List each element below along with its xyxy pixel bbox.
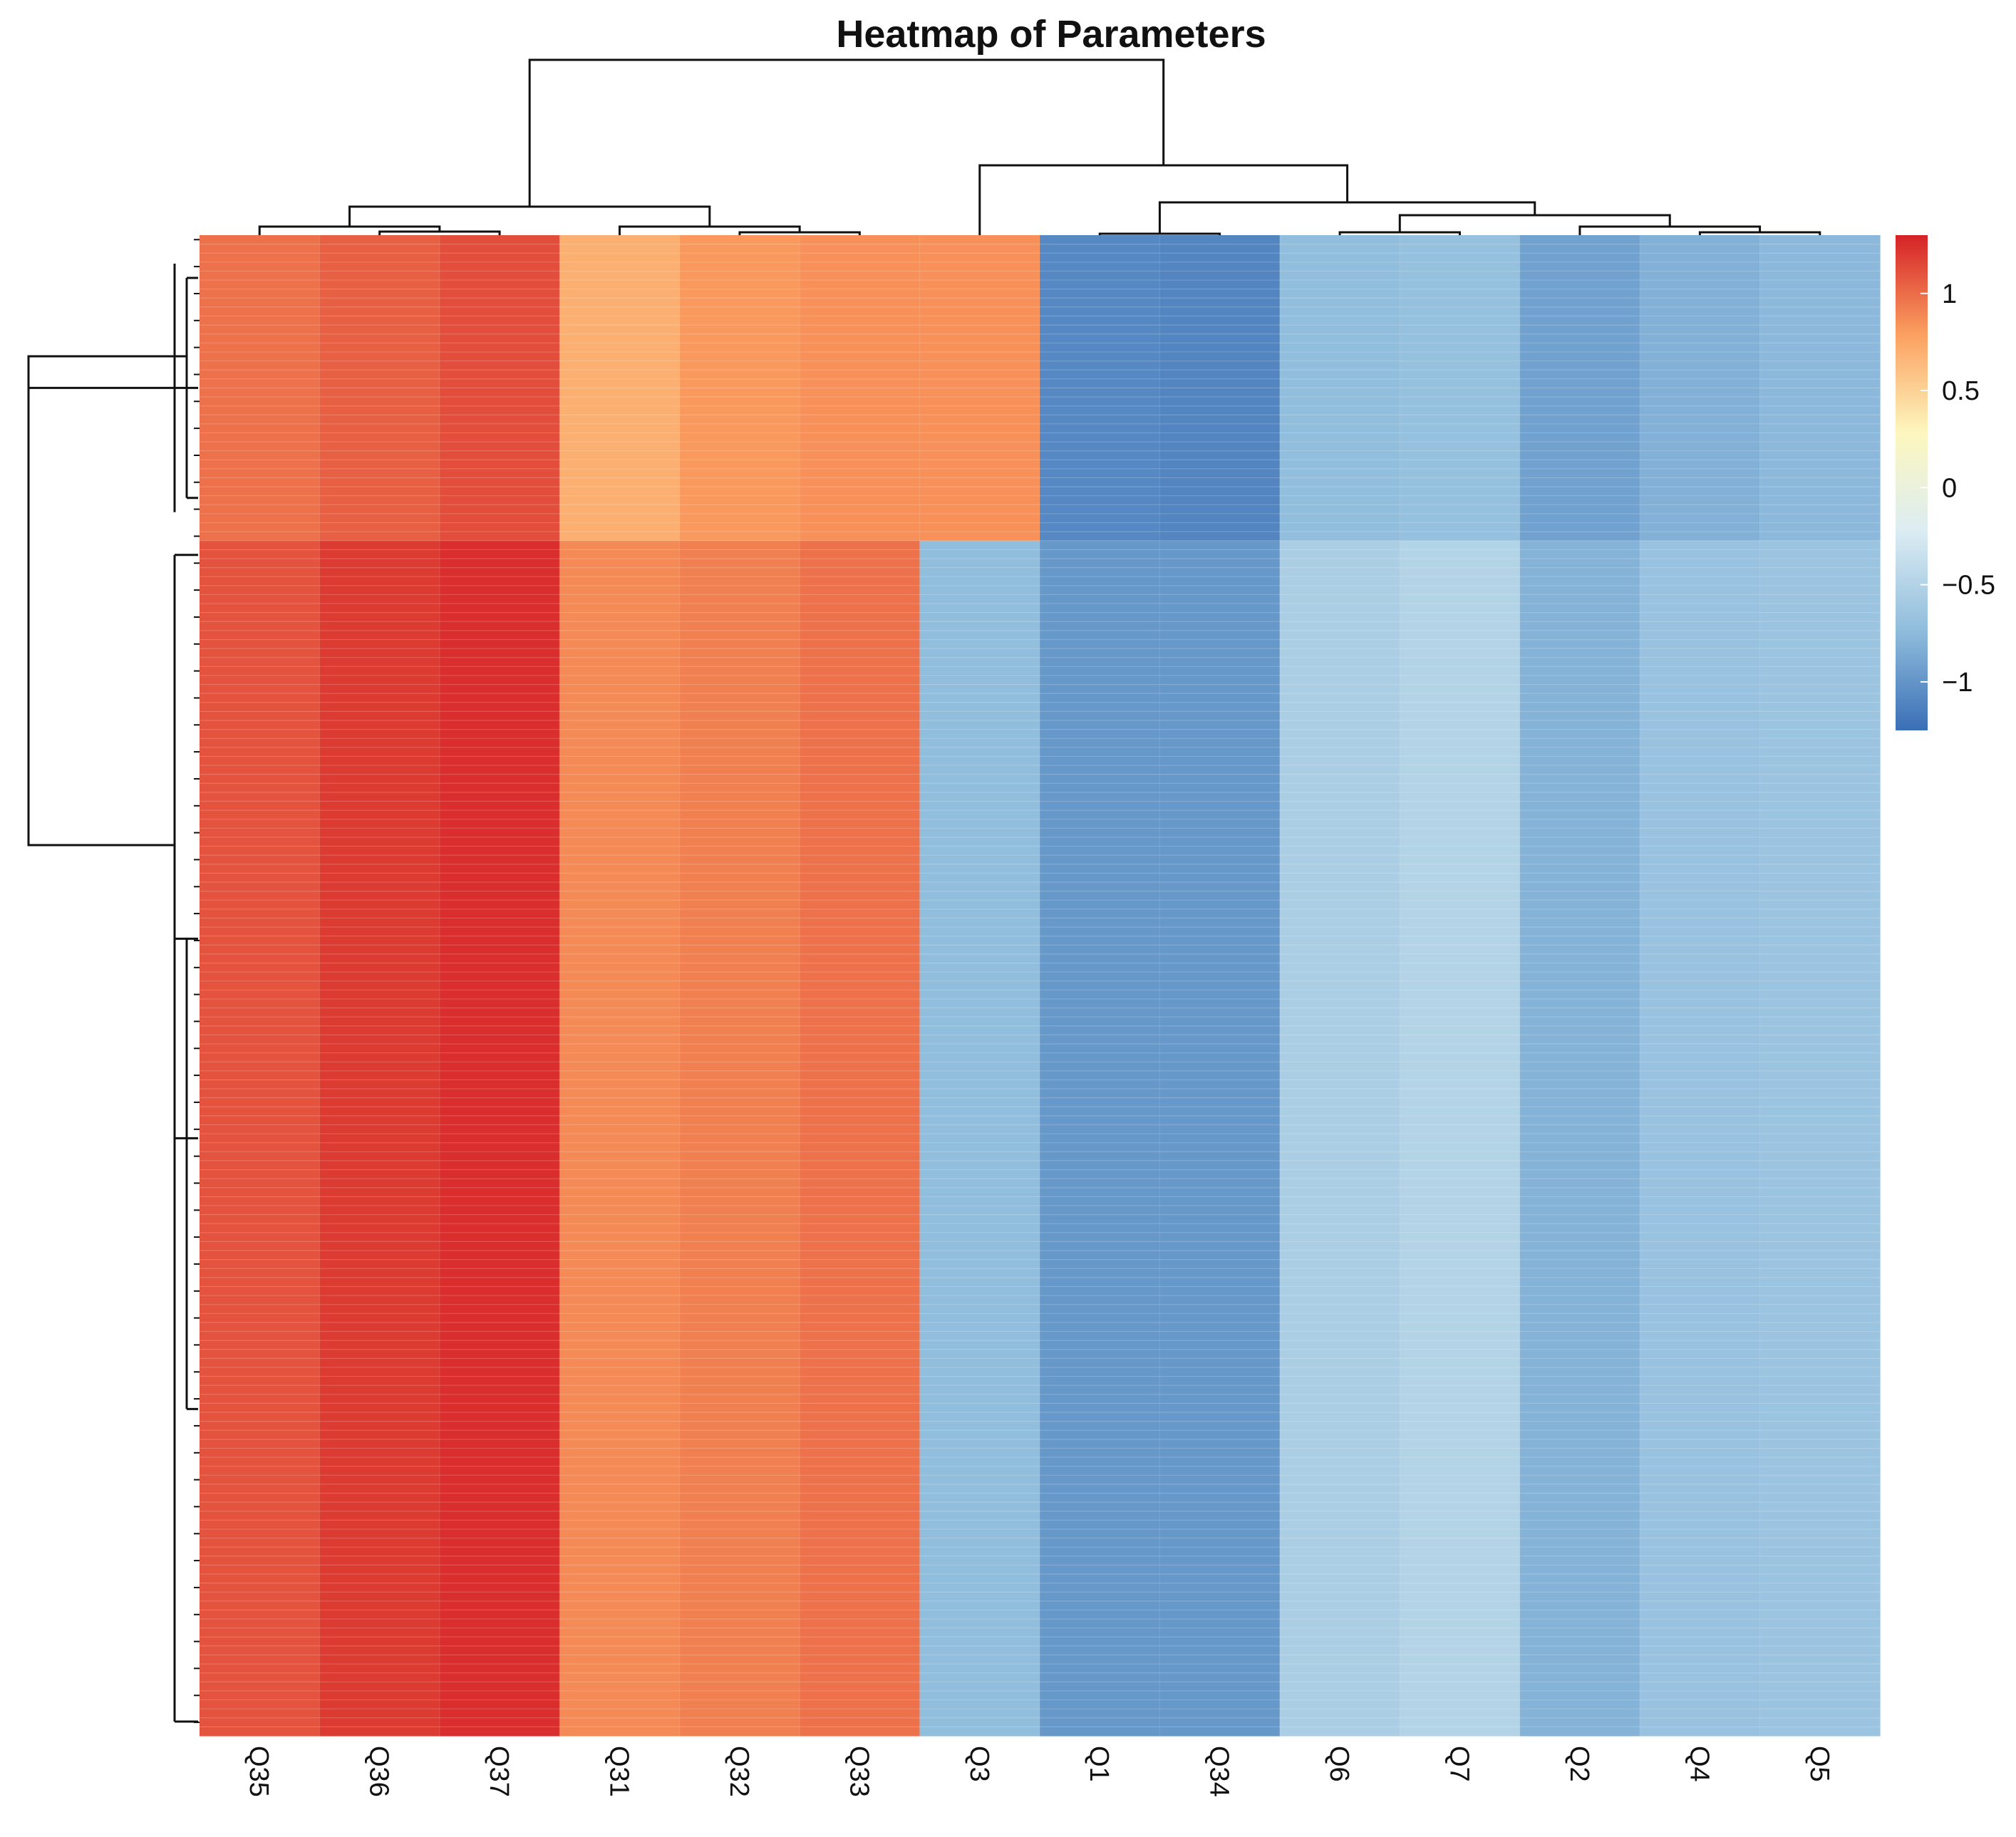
row-dendrogram-branch xyxy=(175,937,188,1409)
heat-cell-cluster-1-Q2 xyxy=(1519,235,1640,542)
heat-cell-cluster-1-Q36 xyxy=(319,235,440,542)
column-dendrogram-branch xyxy=(348,205,711,227)
legend-tick-label: −0.5 xyxy=(1942,571,1995,601)
column-dendrogram-branch xyxy=(1398,214,1671,232)
heat-cell-cluster-2-Q3 xyxy=(919,540,1040,1737)
legend-tick-label: 0.5 xyxy=(1942,376,1980,406)
row-dendrogram xyxy=(27,239,200,1724)
heat-cell-cluster-1-Q32 xyxy=(679,235,800,542)
column-dendrogram-branch xyxy=(528,58,1165,207)
heatmap-cells xyxy=(200,235,1881,1737)
color-legend: 1 0.5 0 −0.5 −1 xyxy=(1896,235,1995,730)
column-label-q4: Q4 xyxy=(1684,1746,1714,1782)
heat-cell-cluster-2-Q1 xyxy=(1040,540,1161,1737)
column-dendrogram-branch xyxy=(1578,225,1762,235)
column-label-q35: Q35 xyxy=(244,1746,274,1797)
legend-tick-label: 0 xyxy=(1942,473,1957,503)
heat-cell-cluster-1-Q3 xyxy=(919,235,1040,542)
column-dendrogram-branch xyxy=(738,231,861,235)
row-dendrogram-branch xyxy=(175,278,188,498)
heat-cell-cluster-1-Q6 xyxy=(1279,235,1400,542)
legend-tick-label: −1 xyxy=(1942,668,1973,698)
column-label-q37: Q37 xyxy=(484,1746,514,1797)
heat-cell-cluster-1-Q4 xyxy=(1640,235,1761,542)
heat-cell-cluster-2-Q34 xyxy=(1159,540,1281,1737)
heat-cell-cluster-1-Q1 xyxy=(1040,235,1161,542)
column-label-q5: Q5 xyxy=(1804,1746,1834,1782)
heat-cell-cluster-1-Q31 xyxy=(559,235,681,542)
column-dendrogram xyxy=(258,58,1821,235)
column-label-q33: Q33 xyxy=(844,1746,874,1797)
column-dendrogram-branch xyxy=(1158,201,1536,234)
column-dendrogram-branch xyxy=(1338,231,1461,235)
heat-cell-cluster-2-Q32 xyxy=(679,540,800,1737)
column-label-q32: Q32 xyxy=(724,1746,754,1797)
column-dendrogram-branch xyxy=(1698,231,1821,235)
row-dendrogram-branch xyxy=(27,355,175,847)
column-dendrogram-branch xyxy=(978,164,1349,235)
heat-cell-cluster-2-Q5 xyxy=(1759,540,1881,1737)
column-label-q3: Q3 xyxy=(964,1746,994,1782)
heat-cell-cluster-2-Q7 xyxy=(1400,540,1521,1737)
heat-cell-cluster-1-Q7 xyxy=(1400,235,1521,542)
column-dendrogram-branch xyxy=(378,230,501,235)
column-label-q2: Q2 xyxy=(1564,1746,1594,1782)
heatmap-row-lines xyxy=(200,235,1880,1736)
row-dendrogram-branch xyxy=(27,386,175,763)
column-label-q6: Q6 xyxy=(1324,1746,1354,1782)
heat-cell-cluster-2-Q36 xyxy=(319,540,440,1737)
heat-cell-cluster-1-Q35 xyxy=(200,235,321,542)
row-dendrogram-branch xyxy=(175,554,198,1723)
legend-tick-label: 1 xyxy=(1942,279,1957,309)
column-dendrogram-branch xyxy=(619,225,801,235)
heat-cell-cluster-2-Q33 xyxy=(800,540,921,1737)
heat-cell-cluster-2-Q4 xyxy=(1640,540,1761,1737)
heat-cell-cluster-1-Q5 xyxy=(1759,235,1881,542)
column-label-q34: Q34 xyxy=(1204,1746,1234,1797)
legend-color-bar xyxy=(1896,235,1928,730)
column-label-q7: Q7 xyxy=(1444,1746,1474,1782)
heat-cell-cluster-2-Q37 xyxy=(439,540,560,1737)
heat-cell-cluster-2-Q35 xyxy=(200,540,321,1737)
column-label-q1: Q1 xyxy=(1084,1746,1114,1782)
row-dendrogram-branch xyxy=(187,937,198,1410)
heat-cell-cluster-2-Q6 xyxy=(1279,540,1400,1737)
column-labels: Q35 Q36 Q37 Q31 Q32 Q33 Q3 Q1 Q34 Q6 Q7 Q2 Q4 Q5 xyxy=(244,1746,1834,1797)
column-dendrogram-branch xyxy=(1098,232,1221,235)
heat-cell-cluster-1-Q33 xyxy=(800,235,921,542)
row-dendrogram-branch xyxy=(187,276,198,500)
heat-cell-cluster-1-Q34 xyxy=(1159,235,1281,542)
column-label-q31: Q31 xyxy=(604,1746,634,1797)
heat-cell-cluster-1-Q37 xyxy=(439,235,560,542)
heat-cell-cluster-2-Q31 xyxy=(559,540,681,1737)
chart-title: Heatmap of Parameters xyxy=(836,13,1266,56)
column-label-q36: Q36 xyxy=(364,1746,394,1797)
heat-cell-cluster-2-Q2 xyxy=(1519,540,1640,1737)
